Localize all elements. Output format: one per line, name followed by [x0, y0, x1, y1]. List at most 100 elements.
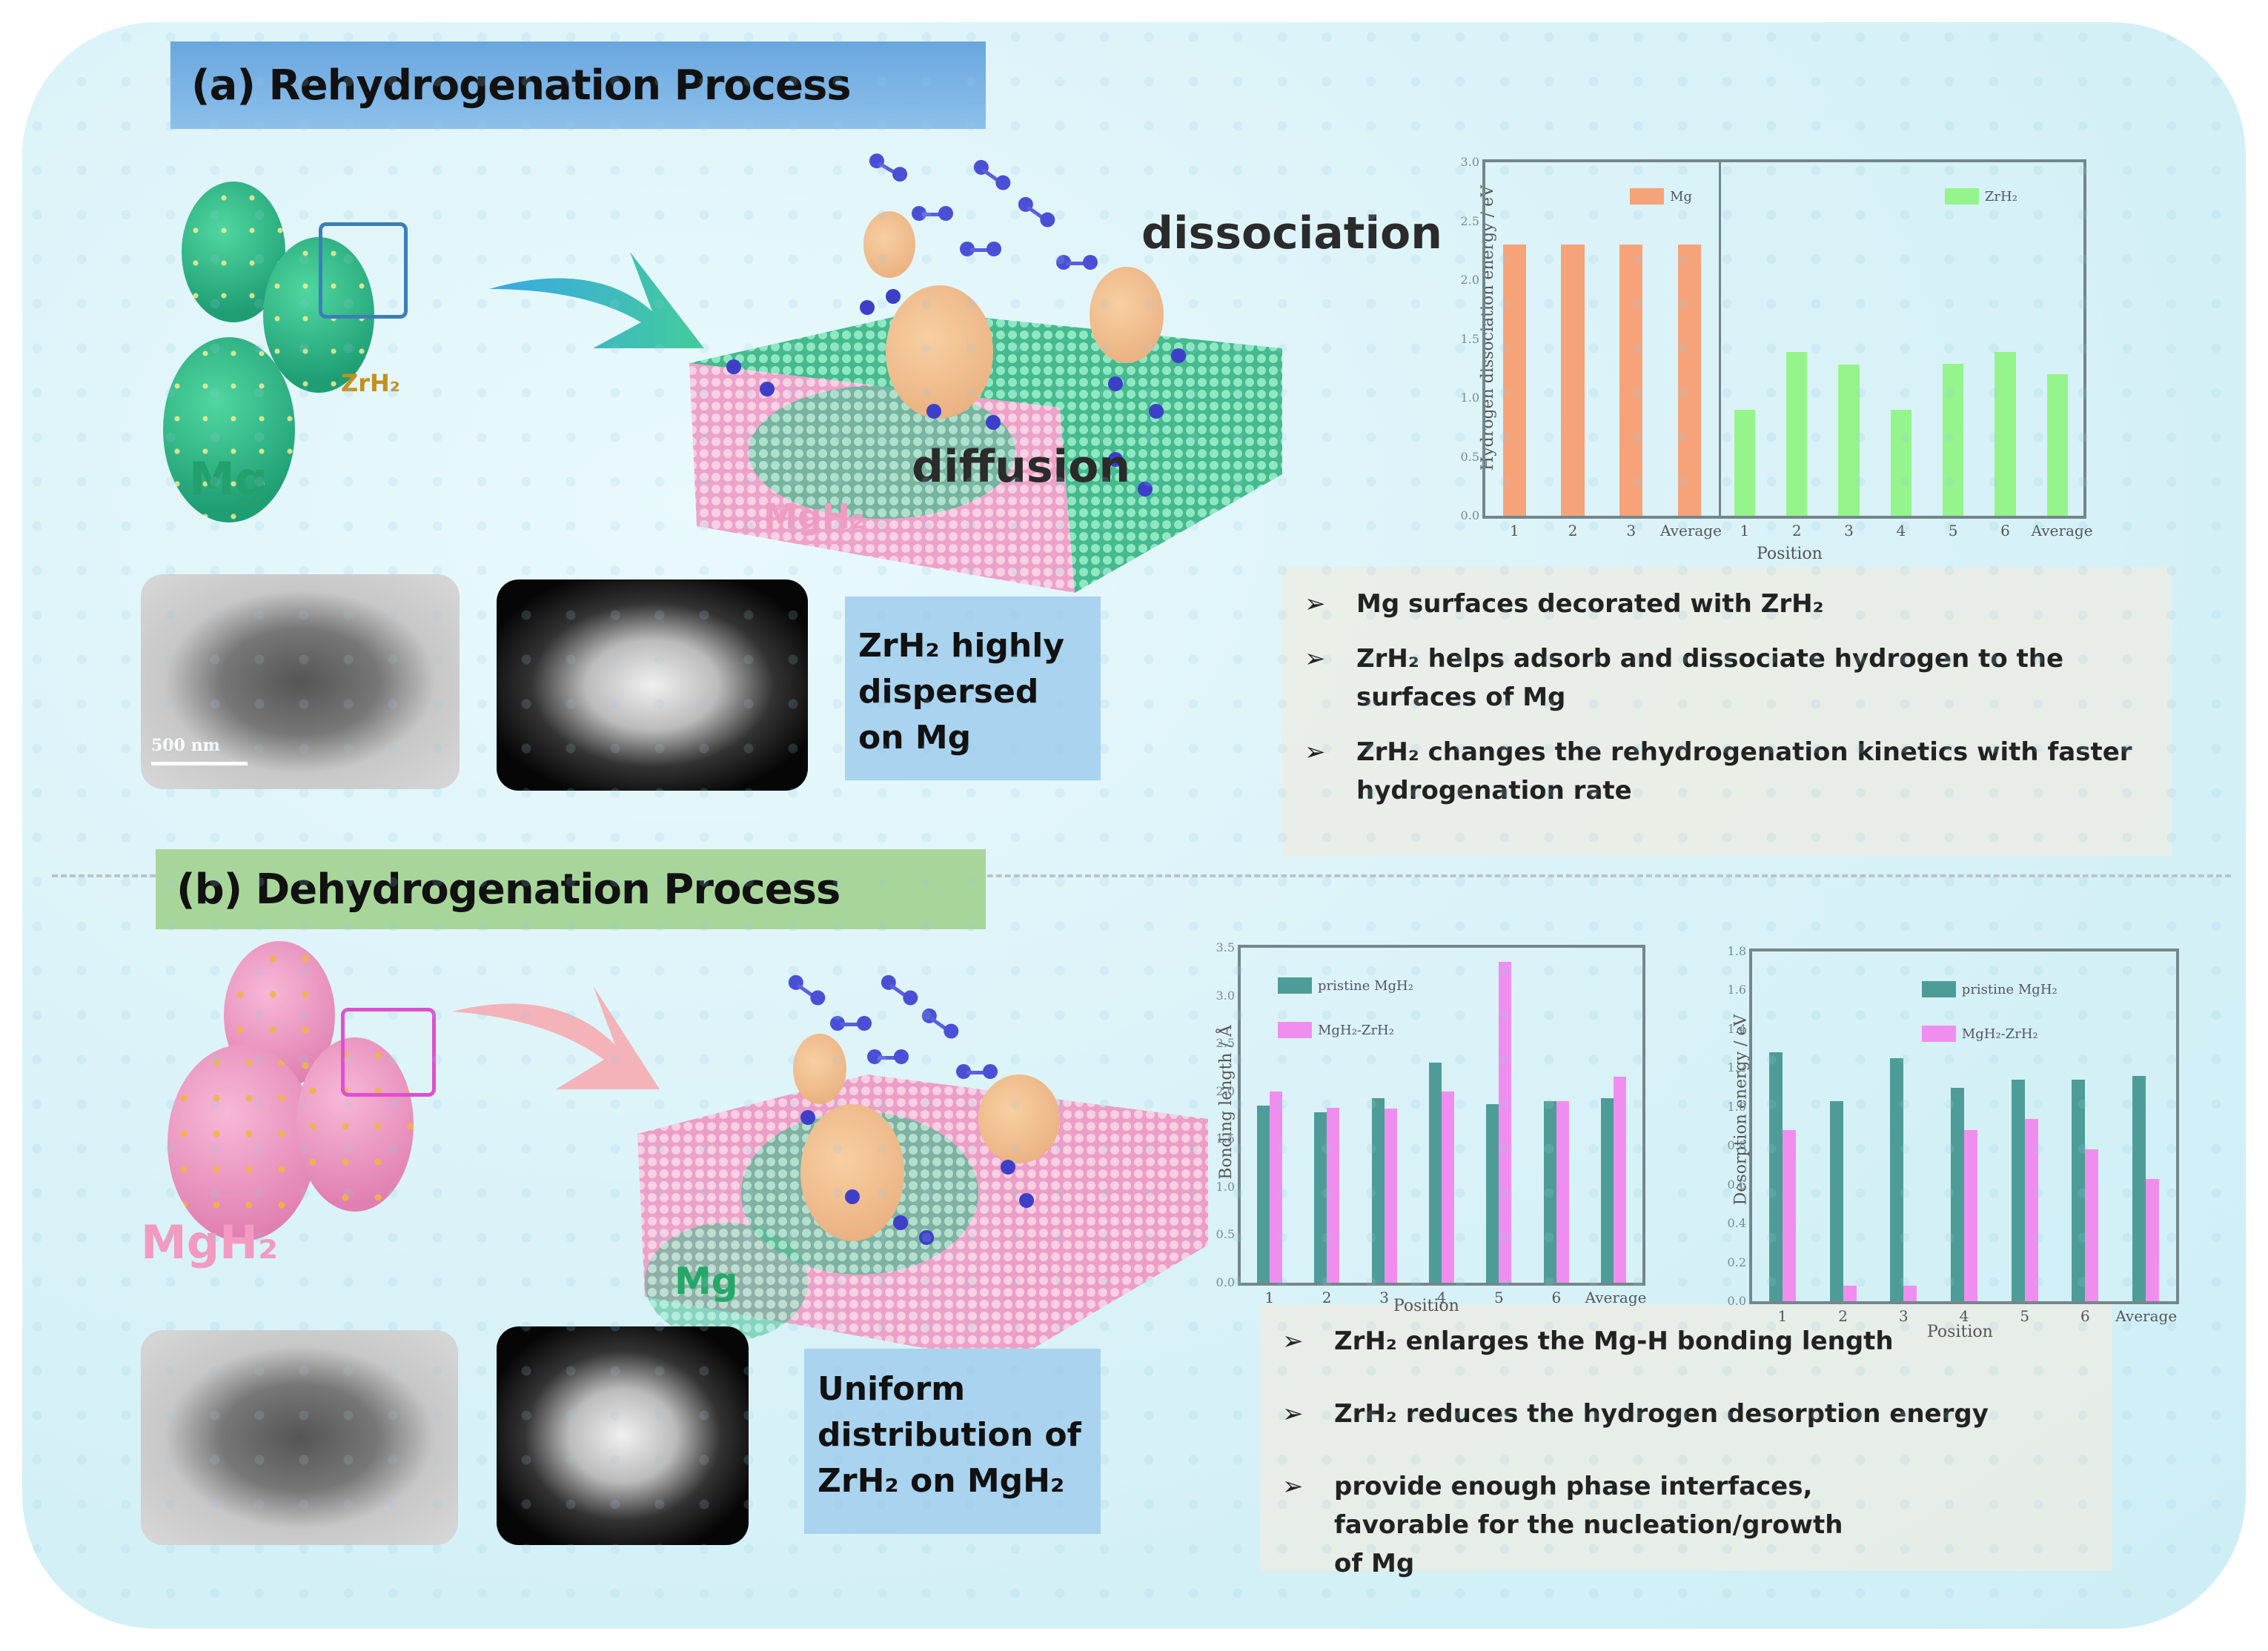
x-tick-label: 1 [1777, 1307, 1788, 1325]
mgh2-slab-label: MgH₂ [763, 496, 866, 537]
y-tick-label: 0.5 [1216, 1227, 1235, 1242]
h-atom [845, 1189, 860, 1204]
y-tick-label: 0.4 [1727, 1216, 1746, 1231]
finding-item: ➢ ZrH₂ changes the rehydrogenation kineti… [1304, 733, 2149, 810]
finding-text: Mg surfaces decorated with ZrH₂ [1356, 589, 1824, 619]
data-bar [1486, 1103, 1499, 1283]
h-atom [1171, 348, 1186, 363]
bullet-arrow-icon: ➢ [1282, 1399, 1304, 1429]
data-bar [1677, 245, 1702, 516]
finding-item: ➢ ZrH₂ helps adsorb and dissociate hydrog… [1304, 640, 2149, 717]
x-tick-label: 4 [1896, 522, 1906, 539]
zrh2-label: ZrH₂ [341, 369, 400, 397]
data-bar [1314, 1112, 1327, 1283]
finding-text: provide enough phase interfaces, favorab… [1334, 1472, 1843, 1578]
desorption-energy-chart: Desorption energy / eV 0.0 0.2 0.4 0.6 0.8 1.… [1705, 930, 2209, 1345]
y-tick-label: 0.8 [1727, 1138, 1746, 1153]
data-bar [1499, 962, 1512, 1283]
legend-label: Mg [1670, 188, 1693, 205]
data-bar [2146, 1178, 2160, 1301]
data-bar [1556, 1100, 1569, 1283]
y-tick-label: 0.0 [1460, 508, 1479, 522]
data-bar [2024, 1118, 2038, 1301]
mgh2-particle-sphere [296, 1037, 414, 1212]
h2-molecule-icon [786, 974, 826, 1007]
diffusion-label: diffusion [912, 441, 1131, 493]
finding-item: ➢ Mg surfaces decorated with ZrH₂ [1304, 585, 2149, 623]
y-tick-label: 0.5 [1460, 449, 1479, 464]
haadf-micrograph [497, 1326, 749, 1545]
finding-text: ZrH₂ reduces the hydrogen desorption ene… [1334, 1399, 1989, 1429]
x-tick-label: 2 [1791, 522, 1802, 539]
y-tick-label: 2.0 [1216, 1083, 1235, 1098]
y-tick-label: 2.5 [1216, 1036, 1235, 1051]
h-atom [1001, 1160, 1015, 1175]
data-bar [1614, 1077, 1627, 1283]
h-atom [986, 415, 1001, 430]
legend-swatch [1921, 1026, 1956, 1042]
h2-molecule-icon [830, 1016, 872, 1031]
mg-particle-sphere [163, 337, 295, 522]
x-axis-title: Position [1757, 545, 1823, 563]
data-bar [1561, 245, 1585, 516]
h2-molecule-icon [956, 1064, 998, 1079]
y-tick-label: 0.6 [1727, 1177, 1746, 1192]
h-atom [1108, 376, 1123, 391]
x-tick-label: 6 [1551, 1289, 1562, 1306]
panel-separator [1718, 162, 1721, 516]
h-atom [1138, 482, 1153, 496]
x-tick-label: Average [1660, 522, 1722, 539]
x-tick-label: 1 [1264, 1289, 1275, 1306]
zrh2-particle [978, 1074, 1060, 1163]
x-tick-label: 3 [1898, 1307, 1909, 1325]
data-bar [1619, 245, 1643, 516]
data-bar [1371, 1097, 1385, 1283]
zoom-selection-box [341, 1008, 436, 1097]
h-atom [886, 289, 901, 304]
y-tick-label: 3.0 [1216, 988, 1235, 1003]
section-a-title-text: (a) Rehydrogenation Process [191, 61, 852, 110]
data-bar [1543, 1100, 1556, 1283]
x-tick-label: 4 [1959, 1307, 1969, 1325]
haadf-micrograph [497, 579, 808, 791]
data-bar [1782, 1130, 1796, 1301]
x-tick-label: 5 [1494, 1289, 1504, 1306]
tem-micrograph: 500 nm [141, 574, 460, 789]
data-bar [1502, 245, 1527, 516]
section-b-note: Uniform distribution of ZrH₂ on MgH₂ [804, 1349, 1101, 1534]
data-bar [1964, 1130, 1977, 1301]
legend-swatch [1944, 188, 1979, 205]
x-axis-title: Position [1927, 1323, 1993, 1341]
legend-entry: MgH₂-ZrH₂ [1921, 1026, 2038, 1042]
tem-micrograph [141, 1330, 458, 1545]
figure-canvas: (a) Rehydrogenation Process ZrH₂ Mg diss… [22, 22, 2246, 1629]
data-bar [1442, 1091, 1455, 1283]
finding-text: ZrH₂ changes the rehydrogenation kinetic… [1356, 737, 2132, 805]
h2-molecule-icon [867, 153, 908, 183]
y-tick-label: 1.5 [1460, 331, 1479, 346]
x-tick-label: 5 [1948, 522, 1958, 539]
y-tick-label: 2.5 [1460, 213, 1479, 228]
x-tick-label: Average [1585, 1289, 1647, 1306]
legend-entry: Mg [1630, 188, 1692, 205]
mgh2-label: MgH₂ [141, 1215, 279, 1269]
scale-bar-label: 500 nm [151, 736, 220, 755]
bullet-arrow-icon: ➢ [1304, 644, 1326, 674]
y-tick-label: 3.0 [1460, 155, 1479, 169]
x-tick-label: 2 [1568, 522, 1578, 539]
x-tick-label: 6 [2000, 522, 2010, 539]
plot-area: 0.0 0.5 1.0 1.5 2.0 2.5 3.0 3.5 1 2 3 4 5 6 Average pri… [1216, 940, 1647, 1306]
zrh2-particle [863, 211, 915, 278]
data-bar [2085, 1149, 2099, 1301]
zoom-selection-box [319, 222, 408, 319]
data-bar [1734, 409, 1755, 516]
data-bar [1838, 365, 1860, 516]
legend-label: MgH₂-ZrH₂ [1318, 1022, 1394, 1038]
x-tick-label: 6 [2080, 1307, 2090, 1325]
x-tick-label: 5 [2020, 1307, 2030, 1325]
data-bar [2011, 1080, 2025, 1301]
h2-molecule-icon [912, 206, 953, 221]
h-atom [726, 359, 741, 374]
plot-area: 0.0 0.2 0.4 0.6 0.8 1.0 1.2 1.4 1.6 1.8 1 2 3 4 5 6 Aver… [1728, 944, 2179, 1325]
x-tick-label: Average [2115, 1307, 2178, 1325]
